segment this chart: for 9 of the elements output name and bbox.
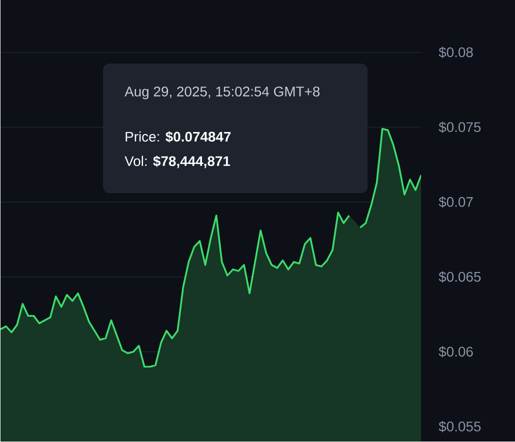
y-tick-label: $0.075 bbox=[438, 122, 481, 134]
y-tick-label: $0.07 bbox=[438, 196, 473, 208]
y-tick-label: $0.08 bbox=[438, 46, 473, 58]
y-tick-label: $0.065 bbox=[438, 271, 481, 283]
annotation: Price: $0.074847 bbox=[126, 131, 231, 143]
annotation: Aug 29, 2025, 15:02:54 GMT+8 bbox=[124, 86, 320, 100]
annotation: Vol: $78,444,871 bbox=[124, 156, 230, 168]
y-tick-label: $0.055 bbox=[438, 421, 481, 432]
y-tick-label: $0.06 bbox=[438, 346, 473, 358]
